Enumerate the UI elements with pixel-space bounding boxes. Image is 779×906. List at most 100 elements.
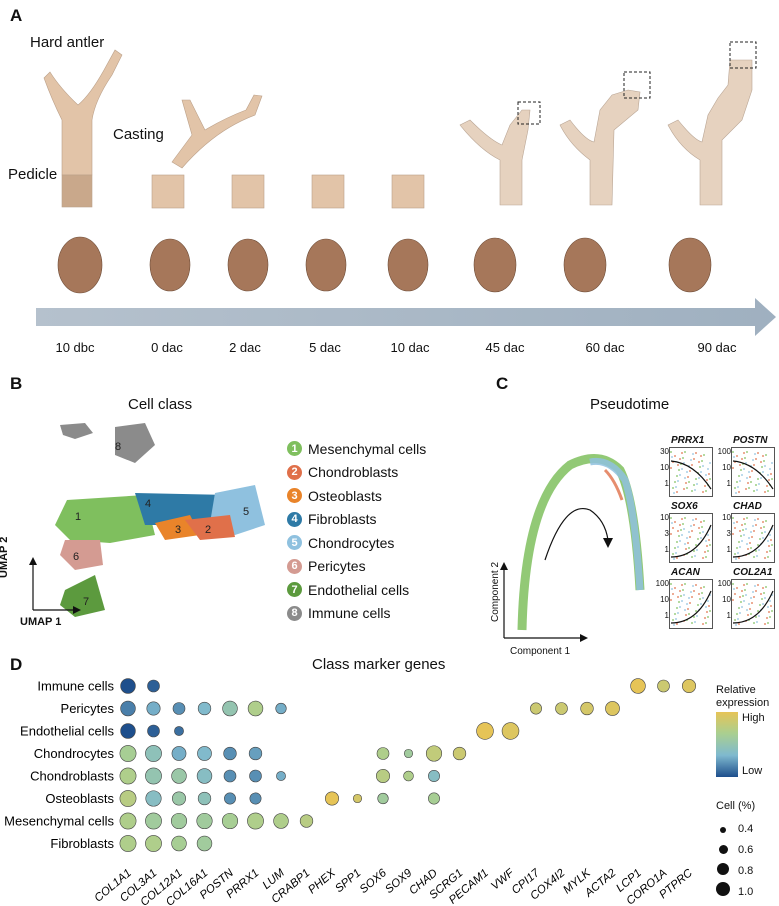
legend-label: Fibroblasts [308,511,377,528]
hard-antler-drawing [43,49,123,208]
gene-trend-point [742,595,744,597]
gene-trend-point [684,477,686,479]
gene-trend-point [705,556,707,558]
dot-plot-gene-label: PHEX [306,866,339,896]
gene-trend-point [675,618,677,620]
gene-trend-point [677,464,679,466]
gene-trend-point [684,517,686,519]
gene-trend-point [747,548,749,550]
gene-trend-point [674,481,676,483]
gene-trend-point [679,590,681,592]
dot-plot-dot [171,835,187,852]
panel-b-letter: B [10,374,23,393]
gene-trend-line [670,524,712,558]
gene-trend-point [678,601,680,603]
dot-plot-dot [681,679,696,693]
panel-d-letter: D [10,655,23,674]
legend-item-endothelial: 7 Endothelial cells [287,578,426,602]
gene-trend-point [685,482,687,484]
dot-plot-dot [580,701,594,716]
gene-trend-point [767,474,769,476]
timepoint-label: 5 dac [309,340,341,355]
size-legend-title: Cell (%) [716,800,756,812]
dot-plot-dot [555,702,568,715]
gene-trend-point [738,491,740,493]
gene-trend-point [689,470,691,472]
dot-plot-dot [657,679,670,693]
gene-trend-point [742,529,744,531]
svg-text:2: 2 [205,524,211,536]
gene-trend-point [706,611,708,613]
dot-plot-dot [630,678,646,694]
gene-trend-point [688,531,690,533]
hard-antler-label: Hard antler [30,34,105,51]
gene-trend-point [701,526,703,528]
gene-trend-point [768,611,770,613]
gene-trend-point [678,535,680,537]
gene-trend-point [743,600,745,602]
gene-trend-point [736,455,738,457]
gene-trend-tick: 10 [722,595,731,604]
dot-plot-dot [145,790,162,807]
dot-plot-dot [171,746,187,761]
gene-trend-point [767,490,769,492]
gene-trend-point [745,528,747,530]
gene-trend-point [734,593,736,595]
gene-trend-point [741,590,743,592]
gene-trend-point [686,537,688,539]
timepoint-label: 2 dac [229,340,261,355]
timepoint-label: 90 dac [697,340,737,355]
gene-trend-point [756,489,758,491]
gene-trend-tick: 10 [722,513,731,522]
gene-trend-point [757,610,759,612]
gene-trend-point [735,624,737,626]
gene-trend-point [757,584,759,586]
gene-trend-point [677,480,679,482]
gene-trend-point [743,584,745,586]
dot-plot-dot [324,791,339,806]
gene-trend-point [708,473,710,475]
legend-item-fibroblasts: 4 Fibroblasts [287,508,426,532]
gene-trend-point [739,530,741,532]
legend-item-chondrocytes: 5 Chondrocytes [287,531,426,555]
timepoint-labels: 10 dbc 0 dac 2 dac 5 dac 10 dac 45 dac 6… [40,340,779,360]
gene-trend-point [679,474,681,476]
gene-trend-point [744,523,746,525]
gene-trend-point [750,481,752,483]
gene-trend-point [756,555,758,557]
gene-trend-point [676,623,678,625]
gene-trend-point [676,541,678,543]
gene-trend-frame [669,447,713,497]
dot-plot-dot [145,745,162,762]
gene-trend-point [673,492,675,494]
gene-trend-title: COL2A1 [733,567,773,578]
dot-plot-dot [425,745,443,762]
cast-antler-drawing [171,94,263,169]
dot-plot-dot [403,748,414,759]
gene-trend-tick: 1 [726,545,731,554]
dot-plot-row-label: Immune cells [37,679,114,694]
gene-trend-point [694,621,696,623]
gene-trend-point [683,528,685,530]
gene-trend-point [765,520,767,522]
gene-trend-point [745,594,747,596]
gene-trend-point [767,622,769,624]
gene-trend-point [670,583,672,585]
expression-legend-title: Relative expression [716,684,770,709]
gene-trend-point [746,583,748,585]
gene-trend-point [709,462,711,464]
gene-trend-point [681,600,683,602]
gene-trend-point [732,583,734,585]
dot-plot-dot [376,747,390,760]
legend-label: Immune cells [308,605,391,622]
gene-trend-point [699,532,701,534]
gene-trend-point [764,531,766,533]
gene-trend-point [702,465,704,467]
gene-trend-point [733,588,735,590]
dot-plot-dot [119,745,137,762]
gene-trend-point [673,624,675,626]
gene-trend-frame [669,579,713,629]
gene-trend-point [672,527,674,529]
gene-trend-point [703,454,705,456]
gene-trend-point [700,455,702,457]
